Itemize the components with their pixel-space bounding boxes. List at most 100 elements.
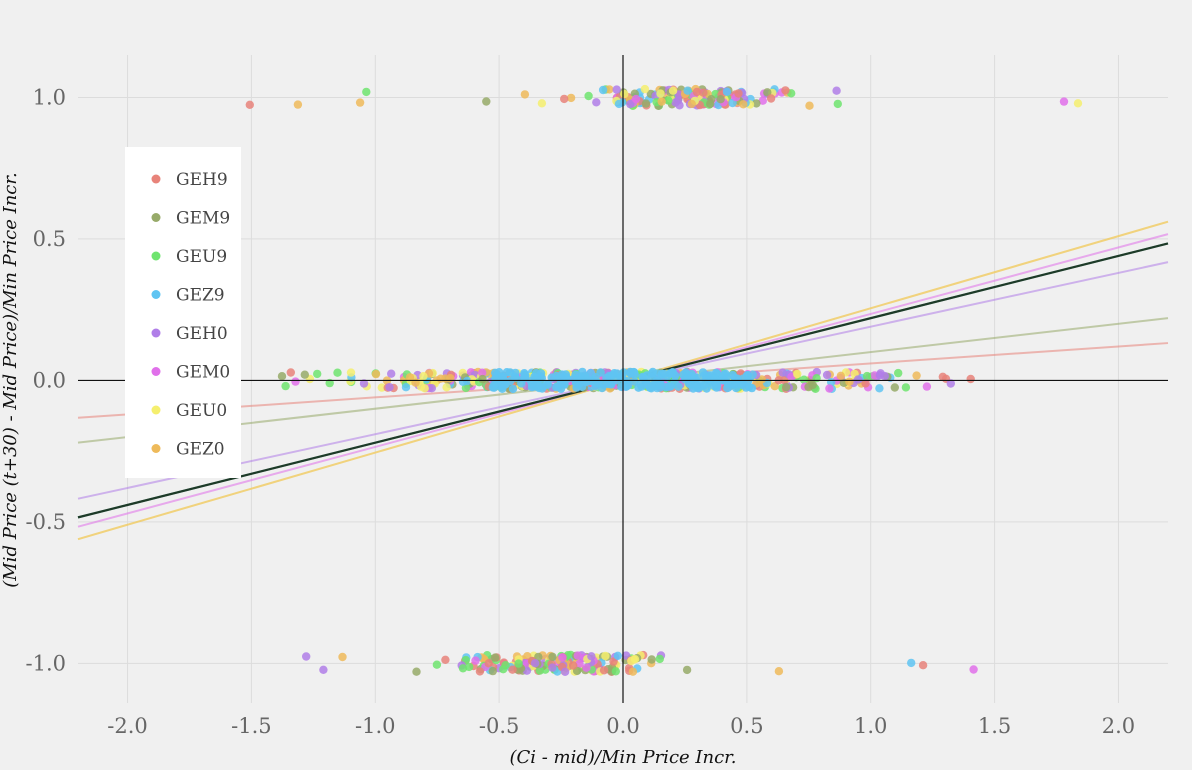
y-axis-title: (Mid Price (t+30) - Mid Price)/Min Price… bbox=[0, 172, 21, 587]
data-point bbox=[488, 666, 497, 676]
legend-marker-gez9 bbox=[151, 290, 161, 299]
data-point bbox=[521, 371, 530, 381]
data-point bbox=[641, 99, 651, 108]
data-point bbox=[478, 368, 487, 377]
data-point bbox=[836, 371, 845, 380]
data-point bbox=[598, 85, 608, 95]
data-point bbox=[538, 384, 547, 393]
legend-label-gem9: GEM9 bbox=[176, 209, 230, 229]
data-point bbox=[674, 382, 683, 391]
data-point bbox=[599, 666, 609, 675]
legend-marker-geu0 bbox=[151, 405, 161, 415]
data-point bbox=[880, 371, 889, 381]
data-point bbox=[1073, 99, 1083, 108]
data-point bbox=[698, 368, 708, 377]
data-point bbox=[687, 99, 696, 109]
data-point bbox=[712, 380, 721, 389]
data-point bbox=[592, 98, 601, 107]
data-point bbox=[508, 665, 517, 674]
data-point bbox=[620, 89, 629, 99]
data-point bbox=[731, 379, 740, 388]
legend-label-geu9: GEU9 bbox=[176, 247, 227, 267]
data-points bbox=[175, 84, 1083, 676]
data-point bbox=[530, 659, 540, 668]
data-point bbox=[537, 99, 547, 108]
data-point bbox=[535, 666, 544, 675]
legend-marker-geh9 bbox=[151, 174, 161, 184]
data-point bbox=[862, 371, 872, 381]
legend: GEH9 GEM9 GEU9 GEZ9 GEH0 GEM0 GEU0 GEZ0 bbox=[125, 147, 241, 478]
tick-labels: -2.0 -1.5 -1.0 -0.5 0.0 0.5 1.0 1.5 2.0 1.0 0.5 0.0… bbox=[26, 85, 1136, 738]
data-point bbox=[412, 667, 421, 676]
data-point bbox=[547, 373, 556, 382]
data-point bbox=[629, 368, 639, 377]
data-point bbox=[587, 652, 596, 661]
data-point bbox=[667, 369, 677, 378]
legend-label-geh0: GEH0 bbox=[176, 324, 228, 344]
data-point bbox=[446, 374, 455, 383]
data-point bbox=[613, 651, 622, 660]
data-point bbox=[498, 372, 508, 381]
data-point bbox=[692, 87, 702, 97]
data-point bbox=[716, 95, 725, 104]
data-point bbox=[845, 377, 854, 386]
data-point bbox=[591, 382, 600, 391]
data-point bbox=[699, 381, 709, 390]
data-point bbox=[441, 655, 450, 664]
y-tick-label: -1.0 bbox=[26, 651, 67, 675]
data-point bbox=[475, 667, 485, 676]
data-point bbox=[333, 368, 342, 377]
x-tick-label: -0.5 bbox=[479, 714, 520, 738]
data-point bbox=[491, 653, 500, 662]
data-point bbox=[362, 87, 371, 97]
data-point bbox=[505, 376, 515, 386]
data-point bbox=[281, 381, 290, 391]
y-tick-label: 0.0 bbox=[33, 368, 66, 392]
data-point bbox=[478, 374, 487, 384]
y-tick-label: -0.5 bbox=[26, 510, 67, 534]
data-point bbox=[359, 379, 369, 388]
data-point bbox=[655, 654, 664, 664]
legend-label-gez0: GEZ0 bbox=[176, 440, 225, 460]
data-point bbox=[699, 88, 708, 97]
data-point bbox=[319, 665, 328, 674]
data-point bbox=[520, 90, 530, 99]
data-point bbox=[825, 384, 834, 393]
data-point bbox=[805, 101, 814, 110]
data-point bbox=[560, 667, 570, 676]
legend-label-gez9: GEZ9 bbox=[176, 286, 225, 306]
x-tick-label: 2.0 bbox=[1102, 714, 1135, 738]
data-point bbox=[706, 99, 715, 109]
data-point bbox=[657, 97, 666, 106]
x-axis-title: (Ci - mid)/Min Price Incr. bbox=[509, 747, 736, 768]
data-point bbox=[907, 658, 916, 668]
data-point bbox=[668, 86, 678, 95]
data-point bbox=[609, 657, 618, 666]
data-point bbox=[763, 88, 772, 97]
data-point bbox=[799, 375, 809, 384]
data-point bbox=[647, 369, 657, 378]
data-point bbox=[566, 93, 576, 103]
data-point bbox=[966, 374, 975, 384]
x-tick-label: -1.5 bbox=[231, 714, 272, 738]
data-point bbox=[875, 384, 884, 393]
data-point bbox=[626, 99, 635, 109]
data-point bbox=[781, 86, 790, 95]
data-point bbox=[508, 384, 518, 394]
data-point bbox=[894, 368, 903, 378]
data-point bbox=[355, 98, 365, 107]
data-point bbox=[647, 381, 656, 391]
data-point bbox=[630, 377, 639, 386]
data-point bbox=[614, 99, 624, 109]
data-point bbox=[630, 655, 640, 664]
y-tick-label: 1.0 bbox=[33, 85, 66, 109]
data-point bbox=[681, 375, 690, 384]
legend-label-geu0: GEU0 bbox=[176, 401, 227, 421]
data-point bbox=[484, 659, 493, 668]
data-point bbox=[666, 382, 675, 391]
x-tick-label: 0.0 bbox=[606, 714, 639, 738]
data-point bbox=[743, 376, 753, 386]
data-point bbox=[458, 664, 468, 673]
data-point bbox=[770, 382, 779, 391]
